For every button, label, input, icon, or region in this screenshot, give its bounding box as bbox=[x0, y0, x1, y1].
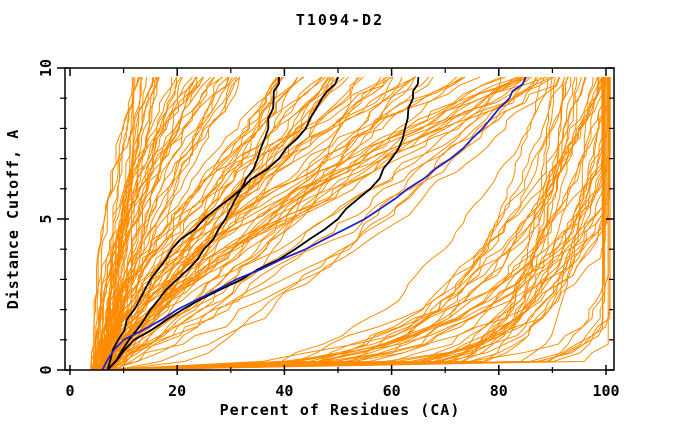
y-tick-label: 5 bbox=[37, 214, 55, 223]
model-curve bbox=[105, 76, 233, 370]
model-curve bbox=[101, 76, 434, 370]
model-curve bbox=[100, 76, 603, 370]
model-curve bbox=[108, 76, 560, 370]
model-curve bbox=[97, 76, 215, 370]
model-curve bbox=[108, 76, 241, 370]
model-curve bbox=[98, 77, 572, 370]
model-curve bbox=[114, 77, 611, 370]
model-curve bbox=[101, 77, 549, 370]
model-curve bbox=[101, 76, 527, 370]
y-tick-label: 10 bbox=[37, 59, 55, 77]
model-curve bbox=[110, 76, 403, 370]
x-tick-label: 80 bbox=[490, 382, 508, 400]
model-curve bbox=[98, 76, 528, 370]
x-tick-label: 20 bbox=[168, 382, 186, 400]
model-curve bbox=[94, 76, 542, 370]
x-tick-label: 40 bbox=[275, 382, 293, 400]
model-curve bbox=[105, 76, 552, 370]
model-curve bbox=[107, 76, 204, 370]
model-curve bbox=[112, 77, 605, 370]
model-curve bbox=[101, 76, 229, 370]
model-curve bbox=[104, 77, 603, 370]
model-curve bbox=[103, 76, 517, 370]
model-curve bbox=[108, 76, 604, 370]
model-curve bbox=[94, 76, 566, 370]
model-curve bbox=[91, 76, 193, 370]
model-curve bbox=[110, 76, 417, 370]
x-tick-label: 60 bbox=[383, 382, 401, 400]
model-curve bbox=[109, 76, 532, 370]
x-tick-label: 0 bbox=[65, 382, 74, 400]
model-curve bbox=[117, 77, 134, 370]
model-curve bbox=[106, 77, 280, 370]
model-curve bbox=[97, 76, 141, 370]
tick-labels: 0 20 40 60 80 100 0 5 10 bbox=[37, 59, 620, 400]
model-curve bbox=[113, 77, 606, 370]
model-curve bbox=[98, 77, 553, 370]
model-curve bbox=[96, 76, 522, 370]
model-curve bbox=[102, 76, 520, 370]
model-curve bbox=[106, 76, 604, 370]
x-tick-label: 100 bbox=[592, 382, 619, 400]
model-curve bbox=[102, 77, 198, 370]
model-curve bbox=[115, 76, 502, 370]
model-curve bbox=[114, 76, 586, 370]
axes-frame bbox=[57, 67, 615, 375]
model-curve bbox=[98, 77, 606, 370]
model-curve bbox=[106, 77, 420, 370]
model-curve bbox=[114, 76, 327, 370]
model-curve bbox=[94, 76, 391, 370]
model-curve bbox=[101, 76, 280, 370]
model-curve bbox=[113, 76, 178, 370]
model-curve bbox=[109, 76, 539, 370]
x-axis-label: Percent of Residues (CA) bbox=[220, 401, 461, 419]
model-curve bbox=[109, 76, 524, 370]
model-curve bbox=[110, 76, 358, 370]
model-curve bbox=[113, 77, 600, 370]
model-curve bbox=[93, 76, 566, 370]
model-curve bbox=[101, 77, 605, 370]
model-curve bbox=[98, 77, 604, 370]
model-curve bbox=[107, 77, 604, 370]
model-curve bbox=[114, 76, 334, 370]
model-curve bbox=[106, 77, 599, 370]
model-curve bbox=[113, 76, 394, 370]
model-curve bbox=[103, 76, 569, 370]
model-curve bbox=[115, 77, 604, 370]
server-model-curves bbox=[90, 76, 611, 370]
y-tick-label: 0 bbox=[37, 365, 55, 374]
model-curve bbox=[106, 76, 339, 370]
y-axis-label: Distance Cutoff, A bbox=[4, 129, 22, 310]
model-curve bbox=[114, 77, 608, 370]
model-curve bbox=[99, 77, 604, 370]
model-curve bbox=[91, 76, 340, 370]
model-curve bbox=[94, 76, 416, 370]
highlighted-model-curves bbox=[101, 76, 527, 370]
chart-title: T1094-D2 bbox=[296, 11, 384, 29]
model-curve bbox=[90, 76, 298, 370]
model-curve bbox=[93, 77, 610, 370]
model-curve bbox=[115, 76, 561, 370]
